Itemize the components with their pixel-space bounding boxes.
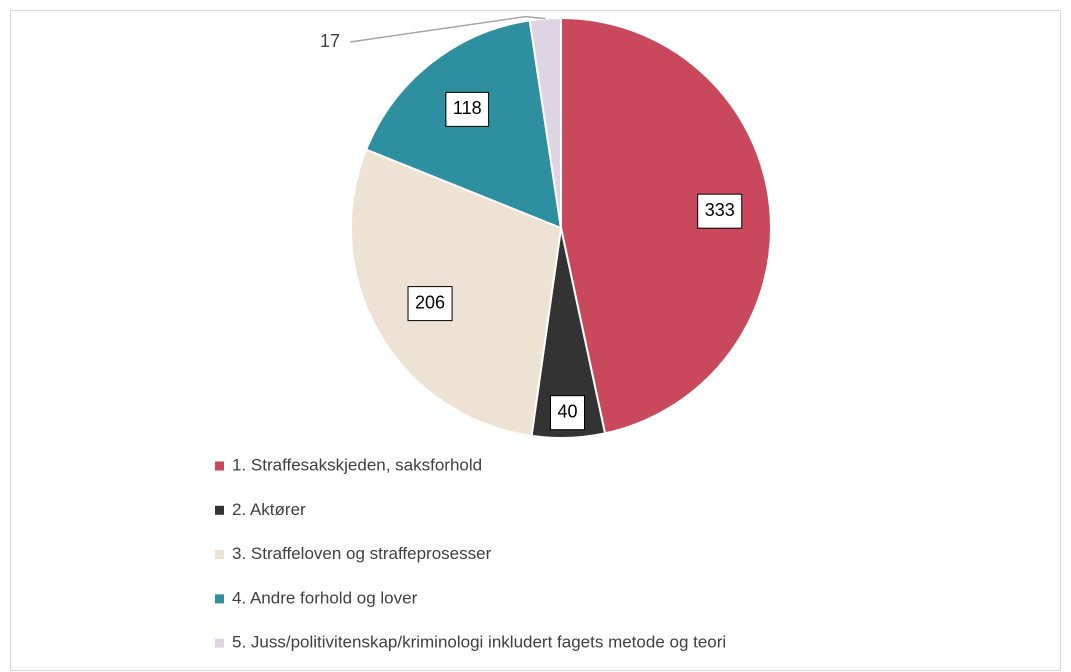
data-label: 118 (453, 98, 482, 118)
legend-swatch (215, 594, 224, 604)
legend-label: 2. Aktører (232, 500, 306, 519)
data-label-box (549, 395, 586, 431)
legend-swatch (215, 505, 224, 515)
legend-label: 3. Straffeloven og straffeprosesser (232, 544, 492, 563)
data-label-box (445, 91, 490, 127)
data-label: 17 (320, 31, 340, 51)
legend-swatch (215, 461, 224, 471)
legend-label: 5. Juss/politivitenskap/kriminologi inkl… (232, 633, 726, 652)
data-label-box (407, 286, 453, 322)
data-label: 40 (557, 401, 577, 421)
pie-slice (560, 16, 772, 435)
data-label: 333 (705, 200, 735, 220)
data-label-box (697, 193, 743, 229)
leader-line (349, 15, 546, 43)
legend-label: 4. Andre forhold og lover (232, 588, 418, 607)
legend-swatch (215, 550, 224, 560)
pie-slice (350, 148, 563, 438)
data-label: 206 (415, 292, 445, 312)
legend-label: 1. Straffesakskjeden, saksforhold (232, 455, 482, 474)
legend-swatch (215, 638, 224, 648)
